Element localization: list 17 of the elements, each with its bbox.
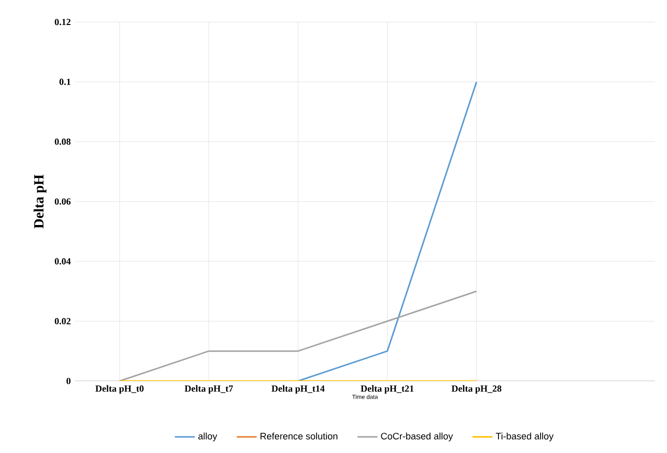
- y-tick-label: 0.02: [54, 318, 70, 324]
- x-tick-label: Delta pH_t14: [272, 385, 325, 394]
- y-tick-label: 0.08: [54, 138, 71, 145]
- x-tick-label: Delta pH_t7: [184, 385, 233, 394]
- y-tick-label: 0.1: [59, 78, 70, 86]
- legend-label: alloy: [198, 432, 218, 442]
- y-tick-label: 0.06: [54, 198, 71, 205]
- y-axis-title: Delta pH: [34, 174, 46, 228]
- legend-label: Reference solution: [260, 432, 338, 440]
- y-tick-label: 0.12: [54, 18, 70, 26]
- legend-label: CoCr-based alloy: [381, 432, 453, 442]
- x-tick-label: Delta pH_t0: [95, 385, 144, 394]
- y-tick-label: 0: [66, 378, 71, 384]
- x-tick-label: Delta pH_t21: [360, 385, 414, 394]
- y-tick-label: 0.04: [54, 258, 71, 265]
- x-tick-label: Delta pH_28: [452, 385, 502, 394]
- legend-label: Ti-based alloy: [496, 432, 554, 442]
